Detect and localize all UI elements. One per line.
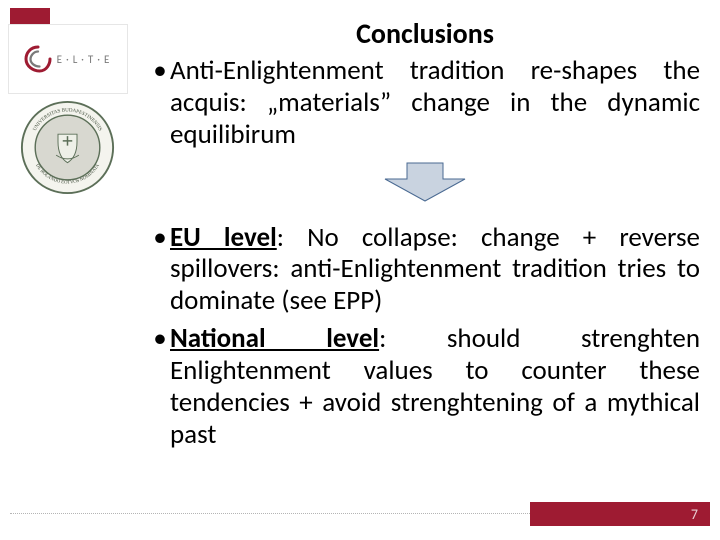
slide: E·L·T·E UNIVERSITAS BUDAPESTINENSIS DE R… xyxy=(0,0,720,540)
bullet-bottom-2: • National level: should strenghten Enli… xyxy=(150,323,700,450)
bullet-bottom-2-lead: National level xyxy=(170,322,379,355)
bullet-bottom-2-text: National level: should strenghten Enligh… xyxy=(170,323,700,450)
bullet-top-1: • Anti-Enlightenment tradition re-shapes… xyxy=(150,55,700,151)
university-seal-icon: UNIVERSITAS BUDAPESTINENSIS DE ROLANDO E… xyxy=(20,100,115,195)
bullet-bottom-1-lead: EU level xyxy=(170,221,277,254)
down-arrow-icon xyxy=(379,161,471,203)
slide-title: Conclusions xyxy=(150,16,700,51)
page-number: 7 xyxy=(691,506,698,523)
bullet-dot-icon: • xyxy=(150,55,170,87)
bullet-dot-icon: • xyxy=(150,323,170,355)
sidebar: E·L·T·E UNIVERSITAS BUDAPESTINENSIS DE R… xyxy=(0,0,140,540)
bullet-bottom-1-text: EU level: No collapse: change + reverse … xyxy=(170,222,700,318)
bullet-dot-icon: • xyxy=(150,222,170,254)
elte-logo-inner: E·L·T·E xyxy=(23,44,114,74)
content-area: Conclusions • Anti-Enlightenment traditi… xyxy=(150,16,700,457)
elte-letters: E·L·T·E xyxy=(57,53,114,66)
elte-swirl-icon xyxy=(23,44,53,74)
bottom-red-accent xyxy=(530,502,710,526)
down-arrow-wrap xyxy=(150,161,700,208)
bullet-top-1-text: Anti-Enlightenment tradition re-shapes t… xyxy=(170,55,700,151)
bullet-bottom-1: • EU level: No collapse: change + revers… xyxy=(150,222,700,318)
elte-logo: E·L·T·E xyxy=(8,24,128,94)
